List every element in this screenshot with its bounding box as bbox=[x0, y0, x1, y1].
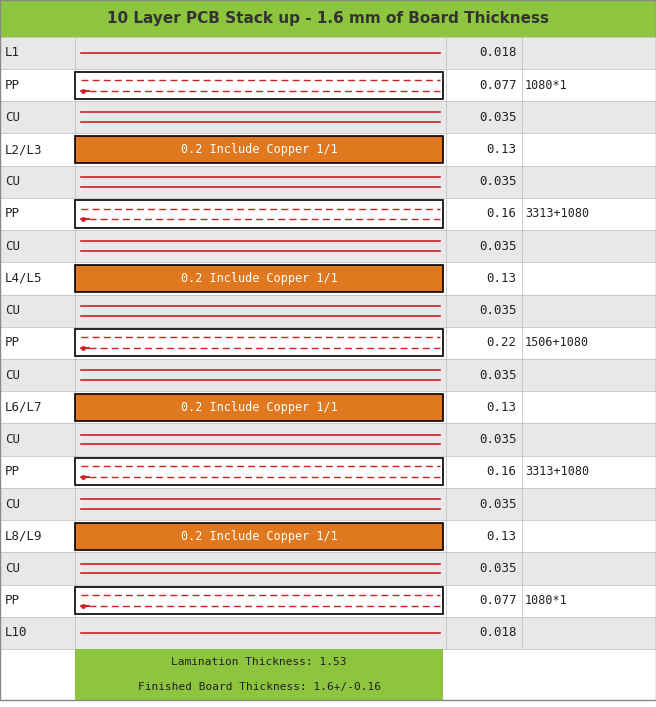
Bar bbox=[0, 456, 656, 488]
Text: 0.16: 0.16 bbox=[486, 207, 516, 221]
Text: 10 Layer PCB Stack up - 1.6 mm of Board Thickness: 10 Layer PCB Stack up - 1.6 mm of Board … bbox=[107, 11, 549, 26]
Text: L1: L1 bbox=[5, 47, 20, 59]
Text: CU: CU bbox=[5, 304, 20, 317]
Text: 1080*1: 1080*1 bbox=[525, 78, 567, 92]
Text: CU: CU bbox=[5, 368, 20, 382]
Text: L10: L10 bbox=[5, 626, 28, 639]
Bar bbox=[0, 391, 656, 423]
Bar bbox=[0, 423, 656, 456]
Bar bbox=[0, 359, 656, 391]
Text: PP: PP bbox=[5, 594, 20, 607]
Text: 3313+1080: 3313+1080 bbox=[525, 207, 589, 221]
Text: 0.035: 0.035 bbox=[479, 433, 516, 446]
Text: 0.13: 0.13 bbox=[486, 401, 516, 414]
Bar bbox=[75, 136, 443, 163]
Bar bbox=[75, 71, 443, 99]
Text: 0.035: 0.035 bbox=[479, 111, 516, 124]
Text: Finished Board Thickness: 1.6+/-0.16: Finished Board Thickness: 1.6+/-0.16 bbox=[138, 682, 380, 692]
Text: 1080*1: 1080*1 bbox=[525, 594, 567, 607]
Text: 0.13: 0.13 bbox=[486, 143, 516, 156]
Text: 0.2 Include Copper 1/1: 0.2 Include Copper 1/1 bbox=[181, 143, 337, 156]
Text: 0.22: 0.22 bbox=[486, 337, 516, 349]
Text: 0.077: 0.077 bbox=[479, 594, 516, 607]
Text: CU: CU bbox=[5, 175, 20, 188]
Text: 0.2 Include Copper 1/1: 0.2 Include Copper 1/1 bbox=[181, 401, 337, 414]
Text: CU: CU bbox=[5, 498, 20, 510]
Bar bbox=[75, 394, 443, 421]
Text: 0.035: 0.035 bbox=[479, 304, 516, 317]
Bar bbox=[0, 230, 656, 262]
Text: PP: PP bbox=[5, 78, 20, 92]
Bar bbox=[75, 265, 443, 292]
Bar bbox=[0, 0, 656, 37]
Bar bbox=[0, 520, 656, 552]
Text: PP: PP bbox=[5, 337, 20, 349]
Text: CU: CU bbox=[5, 562, 20, 575]
Text: 0.035: 0.035 bbox=[479, 175, 516, 188]
Text: Lamination Thickness: 1.53: Lamination Thickness: 1.53 bbox=[171, 657, 347, 667]
Bar bbox=[75, 522, 443, 550]
Text: CU: CU bbox=[5, 433, 20, 446]
Text: 0.018: 0.018 bbox=[479, 626, 516, 639]
Text: L6/L7: L6/L7 bbox=[5, 401, 43, 414]
Text: L8/L9: L8/L9 bbox=[5, 530, 43, 543]
Bar bbox=[75, 458, 443, 485]
Text: L2/L3: L2/L3 bbox=[5, 143, 43, 156]
Bar bbox=[0, 198, 656, 230]
Text: L4/L5: L4/L5 bbox=[5, 272, 43, 285]
Text: 0.16: 0.16 bbox=[486, 465, 516, 479]
Bar bbox=[0, 552, 656, 585]
Text: CU: CU bbox=[5, 111, 20, 124]
Text: 0.018: 0.018 bbox=[479, 47, 516, 59]
Bar bbox=[75, 649, 443, 700]
Text: 1506+1080: 1506+1080 bbox=[525, 337, 589, 349]
Bar bbox=[0, 585, 656, 617]
Text: 0.035: 0.035 bbox=[479, 562, 516, 575]
Text: 3313+1080: 3313+1080 bbox=[525, 465, 589, 479]
Bar bbox=[0, 101, 656, 134]
Bar bbox=[75, 329, 443, 356]
Bar bbox=[0, 69, 656, 101]
Bar bbox=[0, 262, 656, 295]
Text: PP: PP bbox=[5, 465, 20, 479]
Text: 0.035: 0.035 bbox=[479, 498, 516, 510]
Bar bbox=[0, 165, 656, 198]
Bar bbox=[75, 587, 443, 614]
Bar bbox=[0, 37, 656, 69]
Text: 0.13: 0.13 bbox=[486, 530, 516, 543]
Bar bbox=[0, 327, 656, 359]
Bar bbox=[0, 134, 656, 165]
Bar bbox=[0, 488, 656, 520]
Bar bbox=[0, 617, 656, 649]
Text: PP: PP bbox=[5, 207, 20, 221]
Text: 0.077: 0.077 bbox=[479, 78, 516, 92]
Text: 0.035: 0.035 bbox=[479, 368, 516, 382]
Text: 0.035: 0.035 bbox=[479, 240, 516, 252]
Text: CU: CU bbox=[5, 240, 20, 252]
Text: 0.13: 0.13 bbox=[486, 272, 516, 285]
Text: 0.2 Include Copper 1/1: 0.2 Include Copper 1/1 bbox=[181, 272, 337, 285]
Bar bbox=[75, 201, 443, 228]
Bar bbox=[0, 295, 656, 327]
Text: 0.2 Include Copper 1/1: 0.2 Include Copper 1/1 bbox=[181, 530, 337, 543]
